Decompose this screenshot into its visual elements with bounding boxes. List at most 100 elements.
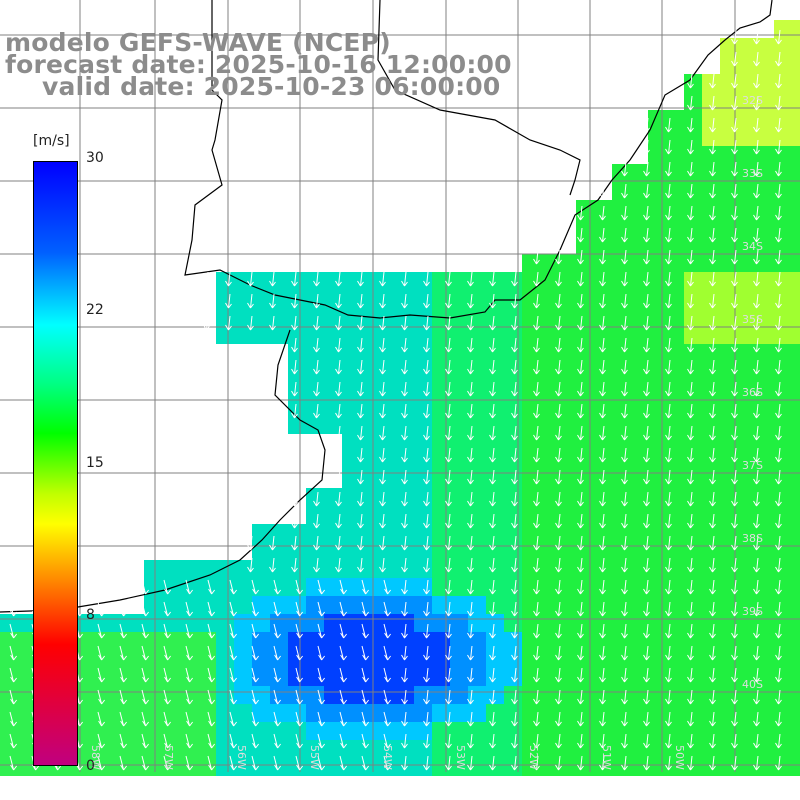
wind-cell xyxy=(270,632,288,650)
wind-cell xyxy=(702,470,720,488)
wind-cell xyxy=(666,398,684,416)
wind-arrow xyxy=(687,557,694,573)
wind-arrow xyxy=(251,623,259,639)
wind-cell xyxy=(558,632,576,650)
wind-arrow xyxy=(753,337,760,353)
wind-cell xyxy=(486,308,504,326)
wind-cell xyxy=(486,614,504,632)
wind-arrow xyxy=(599,337,606,353)
wind-arrow xyxy=(295,711,303,727)
wind-cell xyxy=(216,290,234,308)
wind-arrow xyxy=(709,403,716,419)
wind-arrow xyxy=(361,623,369,639)
wind-cell xyxy=(144,632,162,650)
wind-arrow xyxy=(383,579,391,595)
wind-arrow xyxy=(775,95,782,111)
wind-cell xyxy=(594,200,612,218)
lat-label: 38S xyxy=(742,532,763,545)
wind-cell xyxy=(432,758,450,776)
wind-cell xyxy=(540,596,558,614)
wind-cell xyxy=(630,164,648,182)
wind-arrow xyxy=(687,513,694,529)
wind-cell xyxy=(342,650,360,668)
wind-arrow xyxy=(423,359,430,375)
wind-cell xyxy=(108,704,126,722)
wind-cell xyxy=(90,722,108,740)
wind-arrow xyxy=(335,359,342,375)
wind-arrow xyxy=(317,623,325,639)
wind-cell xyxy=(252,596,270,614)
wind-arrow xyxy=(119,733,127,749)
wind-cell xyxy=(468,686,486,704)
wind-arrow xyxy=(401,667,408,683)
wind-arrow xyxy=(731,447,738,463)
wind-cell xyxy=(558,254,576,272)
wind-cell xyxy=(396,596,414,614)
wind-cell xyxy=(432,434,450,452)
wind-arrow xyxy=(361,733,369,749)
wind-arrow xyxy=(9,733,17,749)
wind-cell xyxy=(720,452,738,470)
wind-arrow xyxy=(665,557,672,573)
wind-cell xyxy=(738,362,756,380)
wind-arrow xyxy=(339,755,347,771)
wind-cell xyxy=(252,542,270,560)
wind-arrow xyxy=(665,139,672,155)
wind-arrow xyxy=(511,667,518,683)
lon-label: 53W xyxy=(454,745,467,770)
wind-arrow xyxy=(665,667,672,683)
wind-arrow xyxy=(599,513,606,529)
wind-cell xyxy=(666,524,684,542)
wind-cell xyxy=(540,416,558,434)
wind-cell xyxy=(144,740,162,758)
wind-arrow xyxy=(599,645,606,661)
wind-arrow xyxy=(643,667,650,683)
wind-arrow xyxy=(577,755,584,771)
wind-cell xyxy=(648,182,666,200)
wind-cell xyxy=(594,722,612,740)
wind-cell xyxy=(288,650,306,668)
wind-arrow xyxy=(379,447,386,463)
wind-cell xyxy=(558,686,576,704)
wind-cell xyxy=(558,470,576,488)
wind-cell xyxy=(558,488,576,506)
coastline-brazil-inland xyxy=(377,0,581,196)
wind-cell xyxy=(252,524,270,542)
wind-arrow xyxy=(775,755,782,771)
wind-cell xyxy=(558,704,576,722)
wind-cell xyxy=(756,200,774,218)
wind-cell xyxy=(648,362,666,380)
wind-cell xyxy=(612,254,630,272)
wind-arrow xyxy=(621,667,628,683)
wind-cell xyxy=(576,524,594,542)
wind-cell xyxy=(342,290,360,308)
wind-arrow xyxy=(295,601,303,617)
wind-cell xyxy=(342,488,360,506)
wind-cell xyxy=(126,686,144,704)
lat-label: 34S xyxy=(742,240,763,253)
wind-cell xyxy=(720,110,738,128)
wind-arrow xyxy=(731,161,738,177)
wind-cell xyxy=(396,632,414,650)
wind-arrow xyxy=(445,315,452,331)
wind-cell xyxy=(234,560,252,578)
wind-cell xyxy=(342,524,360,542)
wind-arrow xyxy=(709,337,716,353)
wind-cell xyxy=(486,650,504,668)
wind-cell xyxy=(540,668,558,686)
wind-arrow xyxy=(423,557,430,573)
wind-arrow xyxy=(291,513,298,529)
wind-arrow xyxy=(335,469,342,485)
wind-cell xyxy=(774,740,792,758)
wind-arrow xyxy=(317,755,325,771)
wind-arrow xyxy=(621,535,628,551)
wind-cell xyxy=(522,470,540,488)
wind-arrow xyxy=(731,403,738,419)
wind-cell xyxy=(702,182,720,200)
wind-cell xyxy=(414,668,432,686)
wind-cell xyxy=(270,524,288,542)
wind-cell xyxy=(252,290,270,308)
wind-cell xyxy=(450,578,468,596)
wind-cell xyxy=(630,326,648,344)
wind-arrow xyxy=(709,711,716,727)
